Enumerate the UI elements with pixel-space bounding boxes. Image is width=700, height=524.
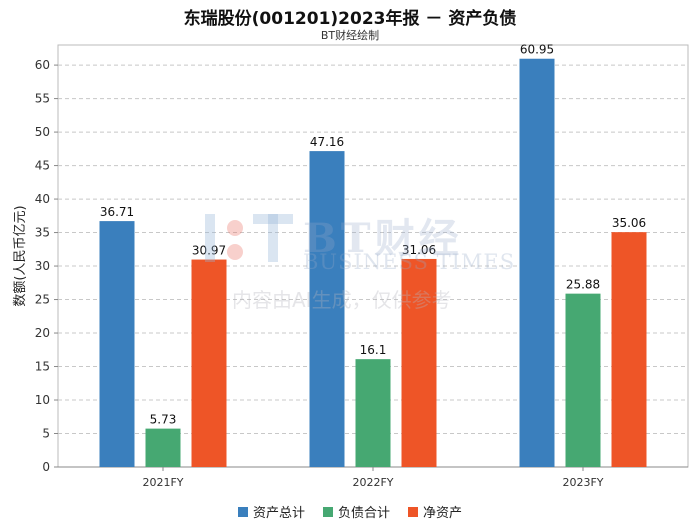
x-tick-label: 2021FY bbox=[142, 476, 183, 489]
y-tick-label: 50 bbox=[35, 125, 50, 139]
data-label: 36.71 bbox=[100, 205, 134, 219]
legend-label: 净资产 bbox=[423, 506, 463, 521]
y-axis-label: 数额(人民币亿元) bbox=[13, 205, 28, 306]
data-label: 25.88 bbox=[566, 278, 600, 292]
legend-swatch bbox=[237, 506, 248, 517]
y-tick-label: 55 bbox=[35, 92, 50, 106]
data-label: 47.16 bbox=[310, 135, 344, 149]
bar bbox=[309, 151, 345, 468]
chart-legend: 资产总计 负债合计 净资产 bbox=[0, 502, 700, 521]
legend-swatch bbox=[322, 506, 333, 517]
bar bbox=[519, 58, 555, 467]
y-tick-label: 30 bbox=[35, 259, 50, 273]
y-tick-label: 35 bbox=[35, 226, 50, 240]
bar bbox=[191, 259, 227, 467]
y-tick-label: 0 bbox=[42, 460, 50, 474]
bar bbox=[355, 359, 391, 467]
data-label: 16.1 bbox=[360, 343, 387, 357]
legend-label: 负债合计 bbox=[337, 506, 390, 521]
legend-swatch bbox=[408, 506, 418, 517]
legend-label: 资产总计 bbox=[252, 506, 305, 521]
y-tick-label: 60 bbox=[35, 58, 50, 72]
legend-item: 净资产 bbox=[408, 502, 462, 521]
y-tick-label: 25 bbox=[35, 293, 50, 307]
bar bbox=[611, 232, 647, 467]
y-tick-label: 15 bbox=[35, 360, 50, 374]
data-label: 5.73 bbox=[150, 413, 177, 427]
data-label: 30.97 bbox=[192, 244, 226, 258]
chart-subtitle: BT财经绘制 bbox=[320, 29, 380, 42]
data-label: 31.06 bbox=[402, 243, 436, 257]
x-tick-label: 2023FY bbox=[562, 476, 603, 489]
bar bbox=[565, 293, 601, 467]
y-tick-label: 5 bbox=[42, 427, 50, 441]
data-label: 35.06 bbox=[612, 216, 646, 230]
legend-item: 资产总计 bbox=[237, 502, 305, 521]
bar bbox=[401, 258, 437, 467]
y-tick-label: 40 bbox=[35, 192, 50, 206]
y-tick-label: 45 bbox=[35, 159, 50, 173]
data-label: 60.95 bbox=[520, 43, 554, 57]
y-tick-label: 20 bbox=[35, 326, 50, 340]
legend-item: 负债合计 bbox=[322, 502, 390, 521]
bar bbox=[145, 428, 181, 467]
chart-title: 东瑞股份(001201)2023年报 － 资产负债 bbox=[183, 9, 517, 29]
y-tick-label: 10 bbox=[35, 393, 50, 407]
bar bbox=[99, 221, 135, 467]
x-tick-label: 2022FY bbox=[352, 476, 393, 489]
